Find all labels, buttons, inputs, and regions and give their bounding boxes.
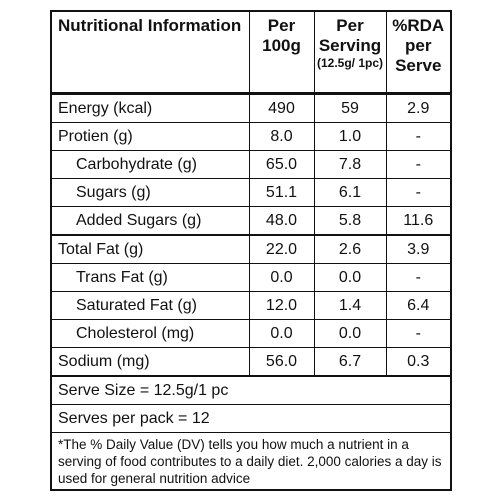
nutrient-name: Energy (kcal) [50,93,250,123]
nutrient-value: 0.0 [313,263,387,292]
nutrient-value: 6.4 [385,291,452,320]
header-row: Nutritional Information Per 100g Per Ser… [50,10,452,94]
nutrient-row: Sodium (mg) 56.0 6.7 0.3 [50,347,452,377]
nutrient-value: 2.6 [313,234,387,264]
nutrient-row: Saturated Fat (g) 12.0 1.4 6.4 [50,291,452,320]
nutrient-name: Added Sugars (g) [50,206,250,236]
nutrient-name: Sodium (mg) [50,347,250,377]
nutrient-value: - [385,150,452,179]
nutrient-name: Saturated Fat (g) [50,291,250,320]
nutrient-name: Cholesterol (mg) [50,319,250,348]
nutrient-value: - [385,122,452,151]
nutrient-row: Total Fat (g) 22.0 2.6 3.9 [50,234,452,264]
nutrient-value: 490 [248,93,315,123]
table-body: Energy (kcal) 490 59 2.9 Protien (g) 8.0 1.0- C… [50,93,452,491]
serves-per-pack-row: Serves per pack = 12 [50,404,452,433]
nutrient-value: - [385,178,452,207]
nutrient-value: 1.4 [313,291,387,320]
nutrient-name: Sugars (g) [50,178,250,207]
nutrient-value: 11.6 [385,206,452,236]
nutrient-value: 2.9 [385,93,452,123]
serve-size: Serve Size = 12.5g/1 pc [50,375,452,405]
nutrient-row: Sugars (g) 51.1 6.1- [50,178,452,207]
nutrient-name: Protien (g) [50,122,250,151]
nutrient-value: 22.0 [248,234,315,264]
nutrient-value: 59 [313,93,387,123]
nutrient-value: 0.3 [385,347,452,377]
nutrient-value: 48.0 [248,206,315,236]
nutrient-value: 56.0 [248,347,315,377]
nutrient-value: - [385,319,452,348]
nutrient-value: 1.0 [313,122,387,151]
footnote: *The % Daily Value (DV) tells you how mu… [50,432,452,491]
nutrient-value: 51.1 [248,178,315,207]
nutrient-name: Carbohydrate (g) [50,150,250,179]
nutrient-value: 3.9 [385,234,452,264]
header-cell: Per Serving (12.5g/ 1pc) [313,10,387,94]
header-cell: Nutritional Information [50,10,250,94]
nutrient-value: 65.0 [248,150,315,179]
nutrient-row: Trans Fat (g) 0.0 0.0- [50,263,452,292]
nutrient-row: Protien (g) 8.0 1.0- [50,122,452,151]
serve-size-row: Serve Size = 12.5g/1 pc [50,375,452,405]
nutrient-value: 7.8 [313,150,387,179]
nutrient-value: 0.0 [248,263,315,292]
nutrient-name: Trans Fat (g) [50,263,250,292]
header-text: Per Serving [318,16,382,55]
header-cell: %RDA per Serve [385,10,452,94]
header-cell: Per 100g [248,10,315,94]
footnote-row: *The % Daily Value (DV) tells you how mu… [50,432,452,491]
nutrient-row: Added Sugars (g) 48.0 5.8 11.6 [50,206,452,236]
nutrient-value: 0.0 [248,319,315,348]
nutrient-name: Total Fat (g) [50,234,250,264]
nutrient-value: 8.0 [248,122,315,151]
nutrient-value: 0.0 [313,319,387,348]
serves-per-pack: Serves per pack = 12 [50,404,452,433]
nutrient-row: Cholesterol (mg) 0.0 0.0- [50,319,452,348]
header-subtext: (12.5g/ 1pc) [316,56,384,70]
nutrient-value: 6.1 [313,178,387,207]
nutrient-value: 5.8 [313,206,387,236]
nutrient-row: Energy (kcal) 490 59 2.9 [50,93,452,123]
nutrient-value: 6.7 [313,347,387,377]
nutrient-value: - [385,263,452,292]
nutrition-table: Nutritional Information Per 100g Per Ser… [50,10,452,491]
nutrient-row: Carbohydrate (g) 65.0 7.8- [50,150,452,179]
nutrient-value: 12.0 [248,291,315,320]
